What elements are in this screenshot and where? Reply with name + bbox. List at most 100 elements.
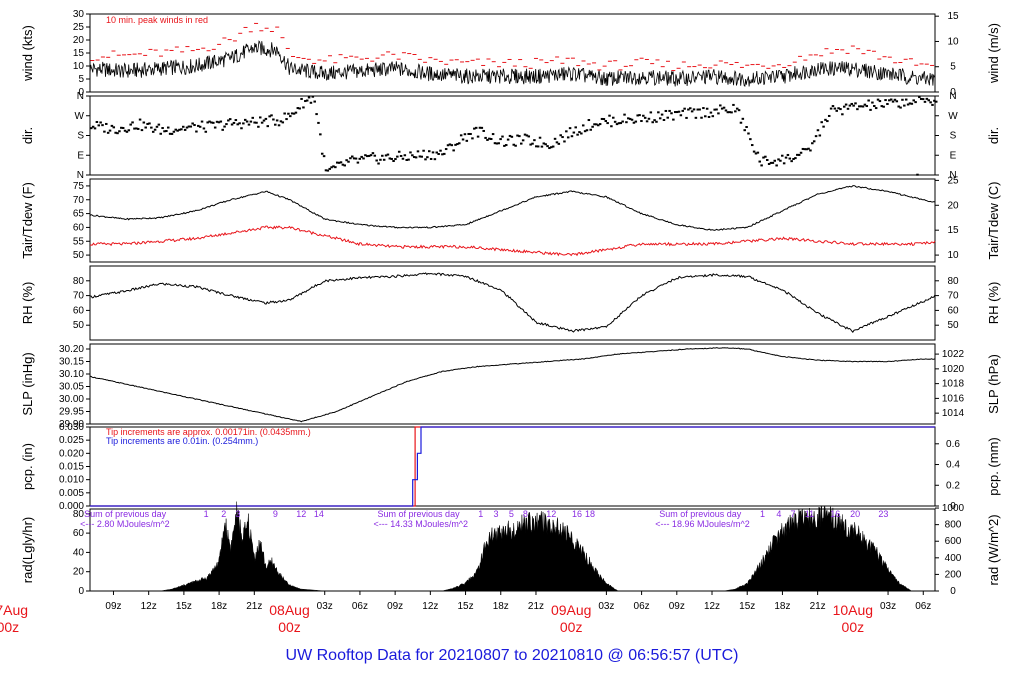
direction-point [803,148,807,151]
direction-point [302,106,305,109]
direction-point [889,98,893,101]
direction-point [396,155,399,158]
direction-point [95,120,99,123]
date-label-top: 10Aug [833,602,873,618]
y-tick-label-left: 29.90 [59,419,84,430]
direction-point [833,107,837,110]
direction-point [249,120,253,123]
direction-point [775,164,778,167]
direction-point [275,119,279,122]
direction-point [935,100,938,103]
direction-point [595,123,598,126]
direction-point [392,159,395,162]
direction-point [700,116,703,119]
x-tick-label: 03z [317,601,333,612]
panel-frame-rh [89,265,936,341]
direction-point [144,126,147,129]
direction-point [347,160,350,163]
direction-point [786,153,790,156]
direction-point [888,99,891,102]
direction-point [566,136,570,139]
x-tick-label: 15z [457,601,473,612]
direction-point [185,126,189,129]
panel-frame-temperature [89,178,936,263]
direction-point [335,161,339,164]
direction-point [260,121,264,124]
direction-point [737,109,741,112]
direction-point [230,123,234,126]
direction-point [612,116,615,119]
direction-point [709,111,713,114]
direction-point [170,132,174,135]
direction-point [484,136,487,139]
daily-sum-label: Sum of previous day [659,509,742,519]
direction-point [591,125,594,128]
direction-point [580,132,583,135]
direction-point [681,109,684,112]
direction-point [769,161,773,164]
direction-point [788,157,792,160]
direction-point [882,105,885,108]
direction-point [93,127,97,130]
direction-point [146,122,149,125]
direction-point [245,120,249,123]
y-tick-label-left: 15 [73,48,85,59]
direction-point [831,105,835,108]
direction-point [343,164,346,167]
direction-point [304,100,307,103]
daily-sum-label: Sum of previous day [378,509,461,519]
x-tick-label: 06z [634,601,650,612]
direction-point [403,154,407,157]
daily-sum-value: <--- 14.33 MJoules/m^2 [374,519,469,529]
direction-point [867,99,870,102]
daily-sum-value: <--- 18.96 MJoules/m^2 [655,519,750,529]
direction-point [647,117,651,120]
direction-point [685,116,688,119]
direction-point [155,125,159,128]
direction-point [722,106,726,109]
direction-point [664,109,668,112]
y-tick-label-right: 20 [947,200,959,211]
x-tick-label: 06z [915,601,931,612]
x-tick-label: 12z [141,601,157,612]
y-tick-label-right: 60 [947,305,959,316]
direction-point [884,99,887,102]
direction-point [535,145,538,148]
y-tick-label-right: 1016 [942,393,965,404]
direction-point [456,143,459,146]
direction-point [925,97,929,100]
direction-point [651,121,654,124]
peak-hour-label: 1 [204,509,209,519]
peak-hour-label: 18 [585,509,595,519]
direction-point [262,119,266,122]
direction-point [478,126,482,129]
y-tick-label-left: 65 [73,209,85,220]
date-label-bottom: 00z [0,619,19,635]
y-axis-label-right: rad (W/m^2) [986,514,1001,585]
direction-point [136,127,140,130]
direction-point [762,156,765,159]
direction-point [259,116,262,119]
direction-point [296,107,300,110]
direction-point [863,103,867,106]
wind-annotation: 10 min. peak winds in red [106,15,208,25]
direction-point [628,117,632,120]
direction-point [916,173,919,176]
peak-hour-label: 23 [878,509,888,519]
x-tick-label: 09z [387,601,403,612]
x-tick-label: 06z [352,601,368,612]
y-tick-label-left: 30.05 [59,382,84,393]
y-tick-label-left: N [77,170,84,181]
direction-point [880,105,884,108]
direction-point [215,120,219,123]
direction-point [850,102,853,105]
direction-point [521,139,525,142]
direction-point [97,124,101,127]
y-tick-label-left: S [77,131,84,142]
direction-point [367,154,371,157]
pressure-series [89,347,936,423]
direction-point [563,140,566,143]
direction-point [634,120,638,123]
direction-point [364,154,367,157]
y-tick-label-left: 0 [78,586,84,597]
